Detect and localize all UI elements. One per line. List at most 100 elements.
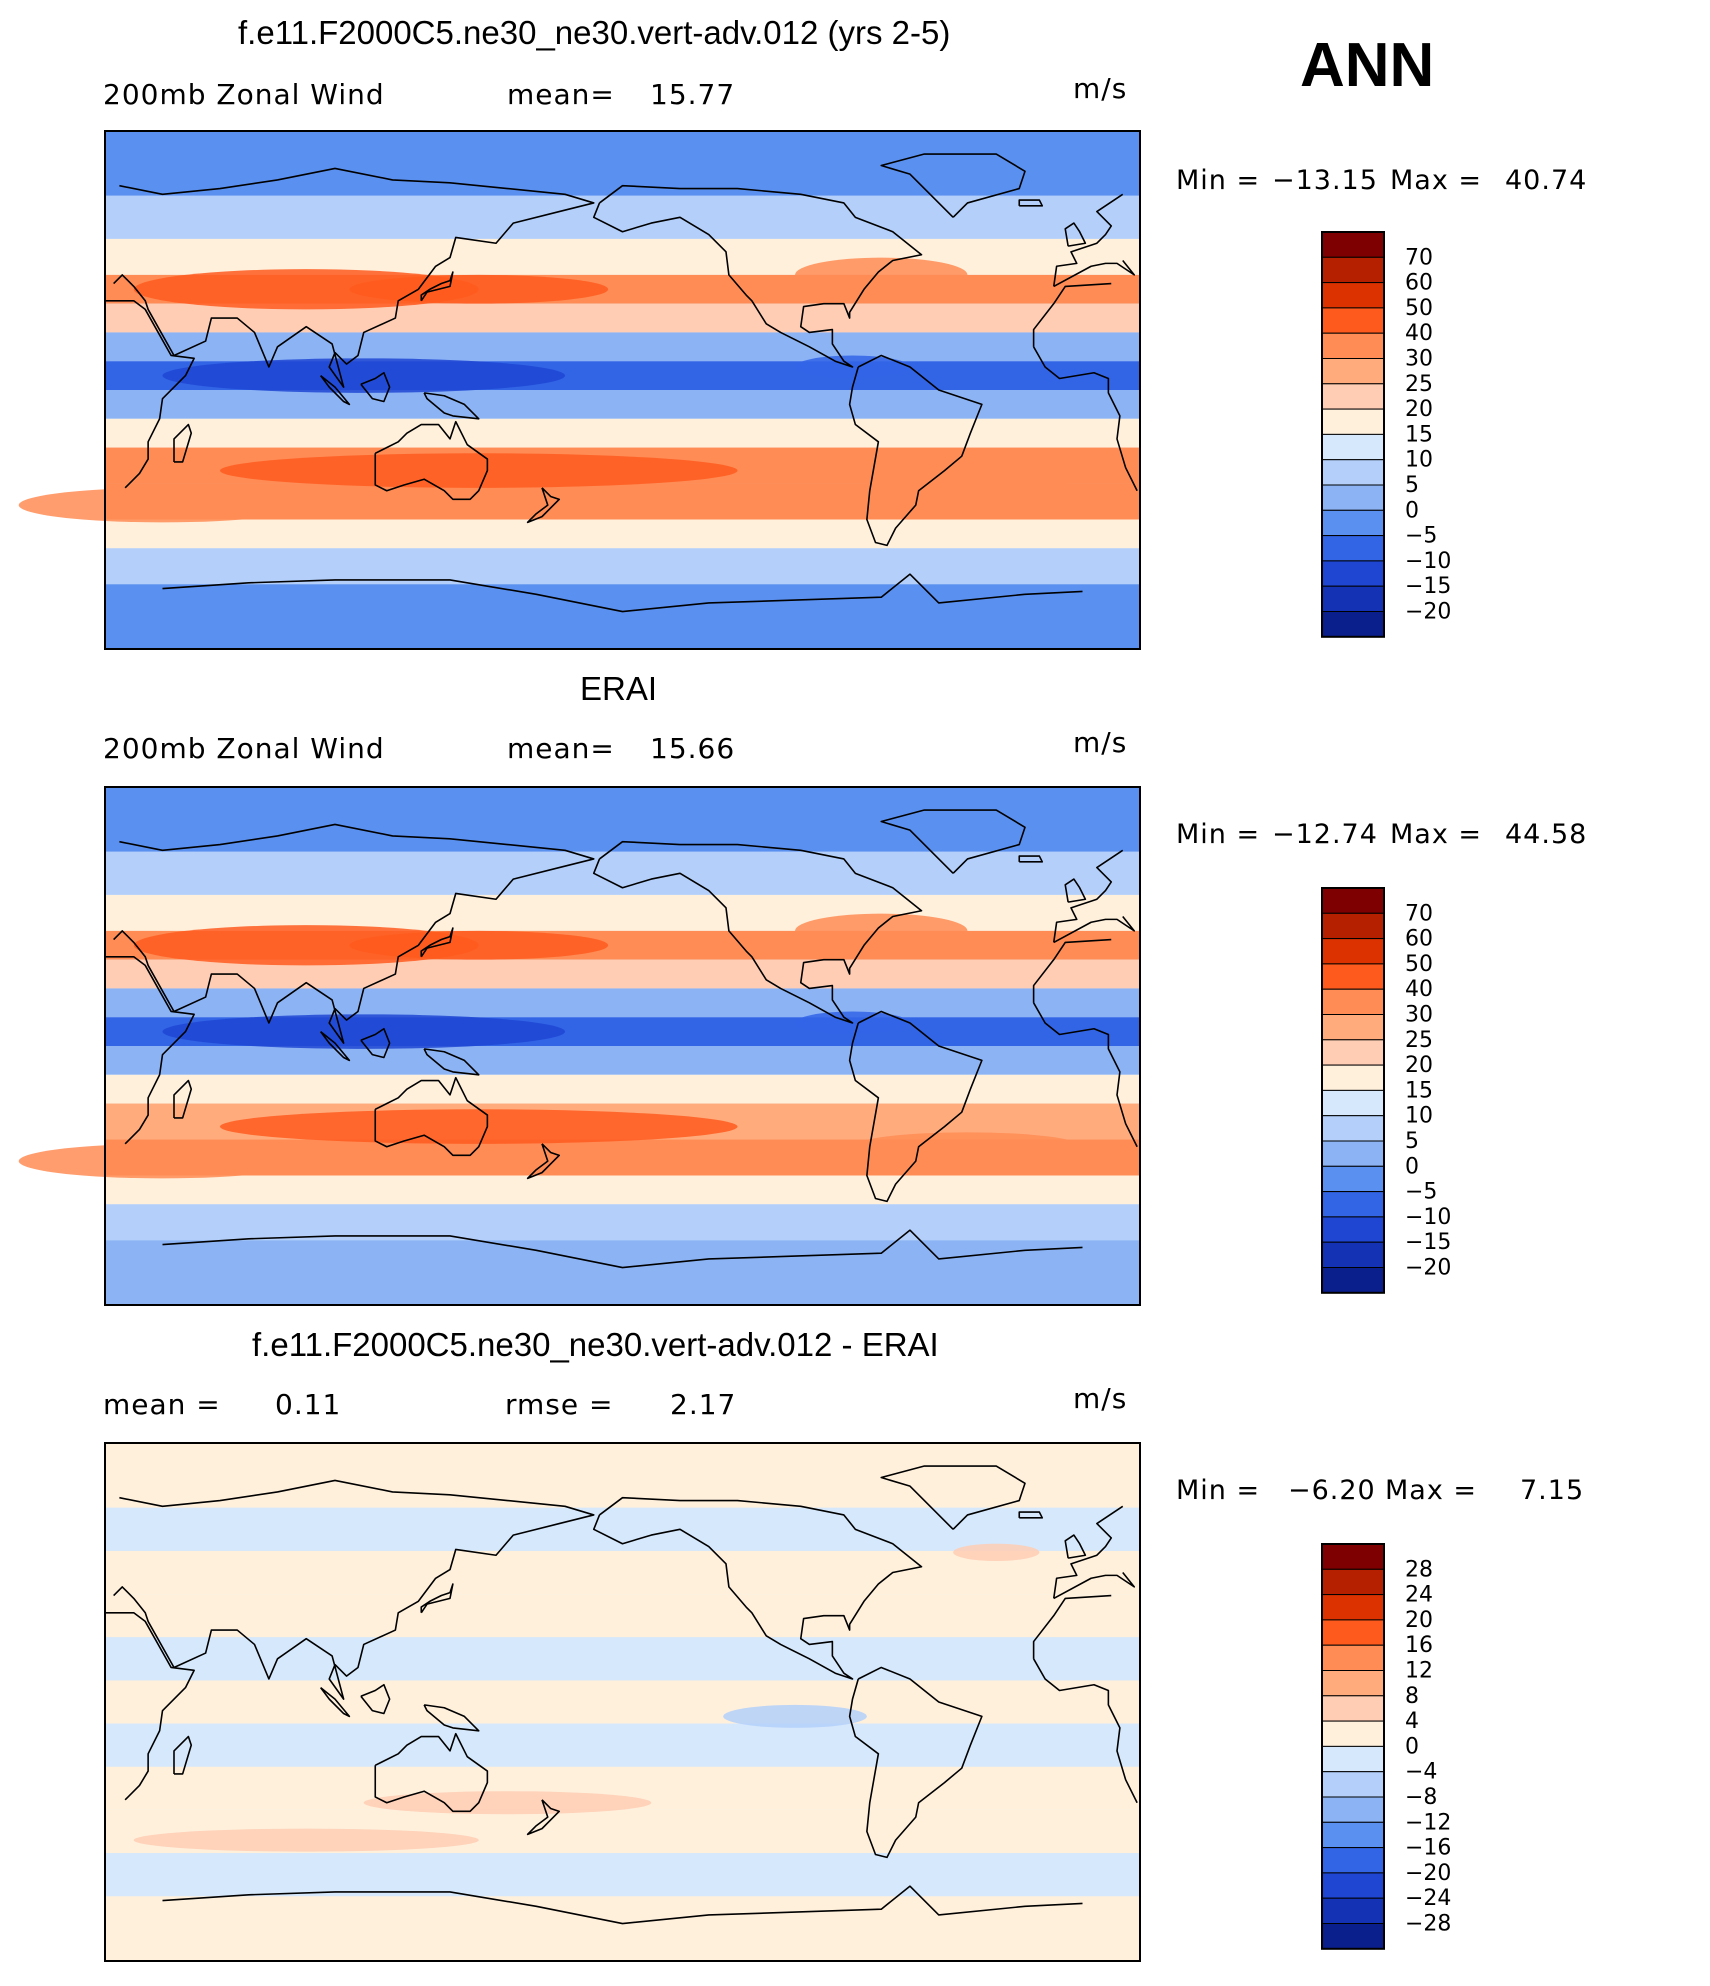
panel1-colorbar-tick-label: 30 bbox=[1405, 347, 1433, 372]
panel1-colorbar-tick-label: 25 bbox=[1405, 372, 1433, 397]
panel1-mean-value: 15.77 bbox=[650, 78, 736, 111]
panel3-coastline bbox=[880, 1465, 1026, 1530]
panel1-coastline bbox=[880, 153, 1026, 218]
panel3-rmse-label: rmse = bbox=[505, 1388, 614, 1421]
panel1-wind-band bbox=[105, 238, 1140, 275]
panel1-colorbar-tick-label: 50 bbox=[1405, 296, 1433, 321]
panel1-min-label: Min = bbox=[1176, 165, 1261, 196]
panel1-coastline bbox=[1064, 222, 1087, 247]
panel2-colorbar-tick-label: 5 bbox=[1405, 1129, 1419, 1154]
panel1-colorbar-segment bbox=[1321, 535, 1385, 562]
panel1-colorbar-tick-label: −15 bbox=[1405, 574, 1451, 599]
panel2-coastline bbox=[1032, 1002, 1138, 1148]
panel2-colorbar-tick-label: −20 bbox=[1405, 1256, 1451, 1281]
panel2-colorbar-tick-label: 60 bbox=[1405, 927, 1433, 952]
panel2-variable-label: 200mb Zonal Wind bbox=[103, 732, 385, 765]
panel2-jet-core bbox=[18, 1143, 307, 1179]
panel2-colorbar-segment bbox=[1321, 887, 1385, 914]
panel3-colorbar-frame bbox=[1321, 1543, 1385, 1950]
panel2-colorbar-tick-label: 20 bbox=[1405, 1053, 1433, 1078]
panel1-wind-band bbox=[105, 418, 1140, 448]
panel2-colorbar-tick-label: −15 bbox=[1405, 1230, 1451, 1255]
panel2-coastline bbox=[1032, 938, 1112, 1003]
panel2-coastline bbox=[374, 1076, 489, 1157]
panel2-colorbar-tick-label: 50 bbox=[1405, 952, 1433, 977]
panel3-colorbar-segment bbox=[1321, 1695, 1385, 1722]
panel1-coastline bbox=[1018, 199, 1044, 207]
panel2-colorbar-tick-label: 25 bbox=[1405, 1028, 1433, 1053]
panel2-mean-label: mean= bbox=[507, 732, 615, 765]
panel3-colorbar-tick-label: 8 bbox=[1405, 1684, 1419, 1709]
panel3-colorbar-tick-label: 28 bbox=[1405, 1557, 1433, 1582]
panel1-coastline bbox=[374, 420, 489, 501]
panel1-wind-band bbox=[105, 519, 1140, 549]
panel1-coastline bbox=[319, 374, 351, 406]
panel1-coastline bbox=[526, 487, 561, 524]
panel2-colorbar-segment bbox=[1321, 1089, 1385, 1117]
panel1-mean-label: mean= bbox=[507, 78, 615, 111]
panel1-coastline bbox=[105, 299, 195, 489]
panel2-coastline bbox=[319, 1030, 351, 1062]
panel2-max-value: 44.58 bbox=[1505, 819, 1588, 850]
panel1-coastline bbox=[420, 271, 454, 302]
panel1-colorbar-tick-label: −10 bbox=[1405, 549, 1451, 574]
panel1-colorbar-tick-label: 0 bbox=[1405, 498, 1419, 523]
panel1-coastline bbox=[1053, 260, 1136, 288]
panel2-colorbar-segment bbox=[1321, 938, 1385, 965]
panel1-colorbar-segment bbox=[1321, 509, 1385, 537]
panel1-coastline bbox=[1032, 282, 1112, 347]
panel3-colorbar-tick-label: −12 bbox=[1405, 1810, 1451, 1835]
panel3-mean-value: 0.11 bbox=[275, 1388, 342, 1421]
panel1-colorbar-tick-label: 10 bbox=[1405, 448, 1433, 473]
panel1-colorbar-segment bbox=[1321, 307, 1385, 334]
panel3-rmse-value: 2.17 bbox=[670, 1388, 737, 1421]
panel2-colorbar-segment bbox=[1321, 1216, 1385, 1243]
panel3-coastline bbox=[1064, 1534, 1087, 1559]
panel2-mean-value: 15.66 bbox=[650, 732, 736, 765]
panel1-coastline bbox=[423, 392, 480, 420]
panel3-units: m/s bbox=[1073, 1382, 1128, 1415]
panel2-coastline bbox=[526, 1143, 561, 1180]
panel2-colorbar-tick-label: 15 bbox=[1405, 1078, 1433, 1103]
panel2-colorbar-tick-label: 10 bbox=[1405, 1104, 1433, 1129]
panel3-min-value: −6.20 bbox=[1288, 1475, 1376, 1506]
panel1-colorbar-tick-label: 70 bbox=[1405, 245, 1433, 270]
panel3-coastline bbox=[1053, 1572, 1136, 1600]
panel1-colorbar-segment bbox=[1321, 256, 1385, 284]
panel2-coastline bbox=[1052, 849, 1124, 943]
panel1-coastline bbox=[1052, 193, 1124, 287]
panel2-map-frame bbox=[104, 786, 1141, 1306]
panel1-max-label: Max = bbox=[1390, 165, 1483, 196]
panel3-colorbar-segment bbox=[1321, 1619, 1385, 1646]
panel1-colorbar-segment bbox=[1321, 231, 1385, 258]
panel1-coastline bbox=[848, 354, 983, 547]
panel1-colorbar-segment bbox=[1321, 484, 1385, 511]
panel3-colorbar-segment bbox=[1321, 1543, 1385, 1570]
panel1-jet-core bbox=[349, 274, 609, 304]
panel2-coastline bbox=[162, 1229, 1083, 1269]
panel3-colorbar-segment bbox=[1321, 1847, 1385, 1874]
panel2-colorbar-segment bbox=[1321, 1241, 1385, 1268]
panel3-colorbar-segment bbox=[1321, 1720, 1385, 1747]
panel3-anomaly-core bbox=[723, 1704, 867, 1728]
panel1-colorbar-segment bbox=[1321, 585, 1385, 613]
panel2-coastline bbox=[173, 1079, 193, 1119]
panel2-coastline bbox=[105, 955, 195, 1145]
panel3-colorbar-tick-label: 4 bbox=[1405, 1709, 1419, 1734]
panel3-max-label: Max = bbox=[1385, 1475, 1478, 1506]
panel2-wind-band bbox=[105, 1074, 1140, 1104]
panel3-colorbar-segment bbox=[1321, 1670, 1385, 1697]
panel3-coastline bbox=[173, 1735, 193, 1775]
panel3-min-label: Min = bbox=[1176, 1475, 1261, 1506]
panel3-colorbar-tick-label: 12 bbox=[1405, 1659, 1433, 1684]
panel3-wind-band bbox=[105, 1680, 1140, 1724]
panel1-colorbar-segment bbox=[1321, 611, 1385, 638]
panel3-max-value: 7.15 bbox=[1520, 1475, 1585, 1506]
panel3-coastline bbox=[423, 1704, 480, 1732]
panel3-coastline bbox=[420, 1583, 454, 1614]
panel3-colorbar-segment bbox=[1321, 1897, 1385, 1924]
panel3-colorbar-tick-label: −16 bbox=[1405, 1836, 1451, 1861]
panel3-colorbar-segment bbox=[1321, 1821, 1385, 1849]
panel2-wind-band bbox=[105, 1175, 1140, 1205]
panel2-colorbar-tick-label: 30 bbox=[1405, 1003, 1433, 1028]
